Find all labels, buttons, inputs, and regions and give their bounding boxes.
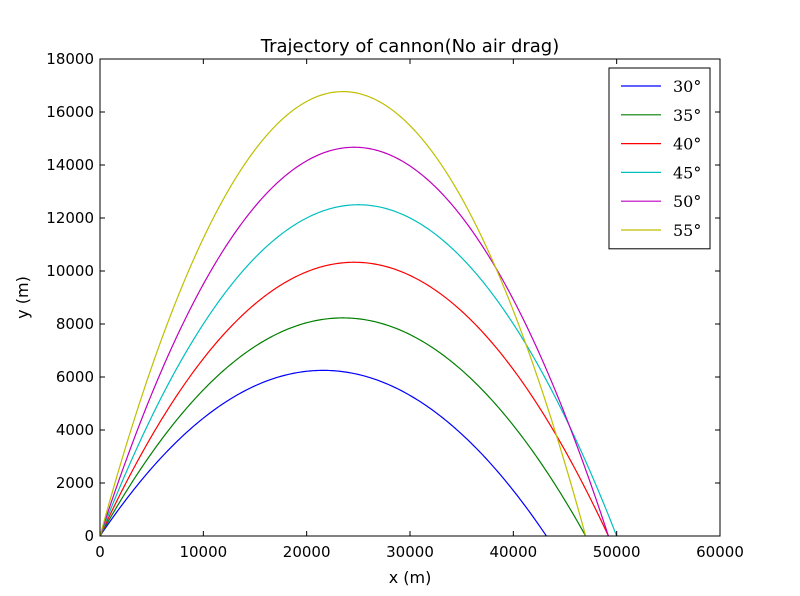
legend-label-5: 55° xyxy=(673,221,701,240)
legend-label-1: 35° xyxy=(673,106,701,125)
y-tick-label-7: 14000 xyxy=(46,156,94,174)
legend-label-3: 45° xyxy=(673,163,701,182)
series-line-5 xyxy=(100,90,587,536)
x-axis-label: x (m) xyxy=(389,568,432,587)
series-line-0 xyxy=(100,369,548,536)
y-tick-label-9: 18000 xyxy=(46,50,94,68)
axis-ticks: 0 10000 20000 30000 40000 50000 60000 0 2000 4000… xyxy=(46,50,744,561)
y-tick-label-2: 4000 xyxy=(56,421,94,439)
y-tick-label-5: 10000 xyxy=(46,262,94,280)
x-tick-label-5: 50000 xyxy=(593,543,641,561)
x-tick-label-6: 60000 xyxy=(696,543,744,561)
x-tick-label-1: 10000 xyxy=(179,543,227,561)
y-tick-label-3: 6000 xyxy=(56,368,94,386)
chart-title: Trajectory of cannon(No air drag) xyxy=(260,36,560,57)
y-tick-label-4: 8000 xyxy=(56,315,94,333)
x-tick-label-0: 0 xyxy=(95,543,105,561)
y-tick-label-0: 0 xyxy=(84,527,94,545)
x-tick-label-2: 20000 xyxy=(283,543,331,561)
series-line-1 xyxy=(100,317,587,536)
legend: 30° 35° 40° 45° 50° 55° xyxy=(608,67,711,250)
series-curves xyxy=(100,90,618,536)
series-line-3 xyxy=(100,204,618,536)
legend-label-2: 40° xyxy=(673,135,701,154)
y-axis-label: y (m) xyxy=(13,276,32,319)
x-tick-label-4: 40000 xyxy=(489,543,537,561)
y-tick-label-6: 12000 xyxy=(46,209,94,227)
series-line-2 xyxy=(100,261,610,536)
legend-box xyxy=(608,67,711,250)
series-line-4 xyxy=(100,146,610,536)
legend-label-0: 30° xyxy=(673,77,701,96)
y-tick-label-1: 2000 xyxy=(56,474,94,492)
y-tick-label-8: 16000 xyxy=(46,103,94,121)
x-tick-label-3: 30000 xyxy=(386,543,434,561)
legend-label-4: 50° xyxy=(673,192,701,211)
